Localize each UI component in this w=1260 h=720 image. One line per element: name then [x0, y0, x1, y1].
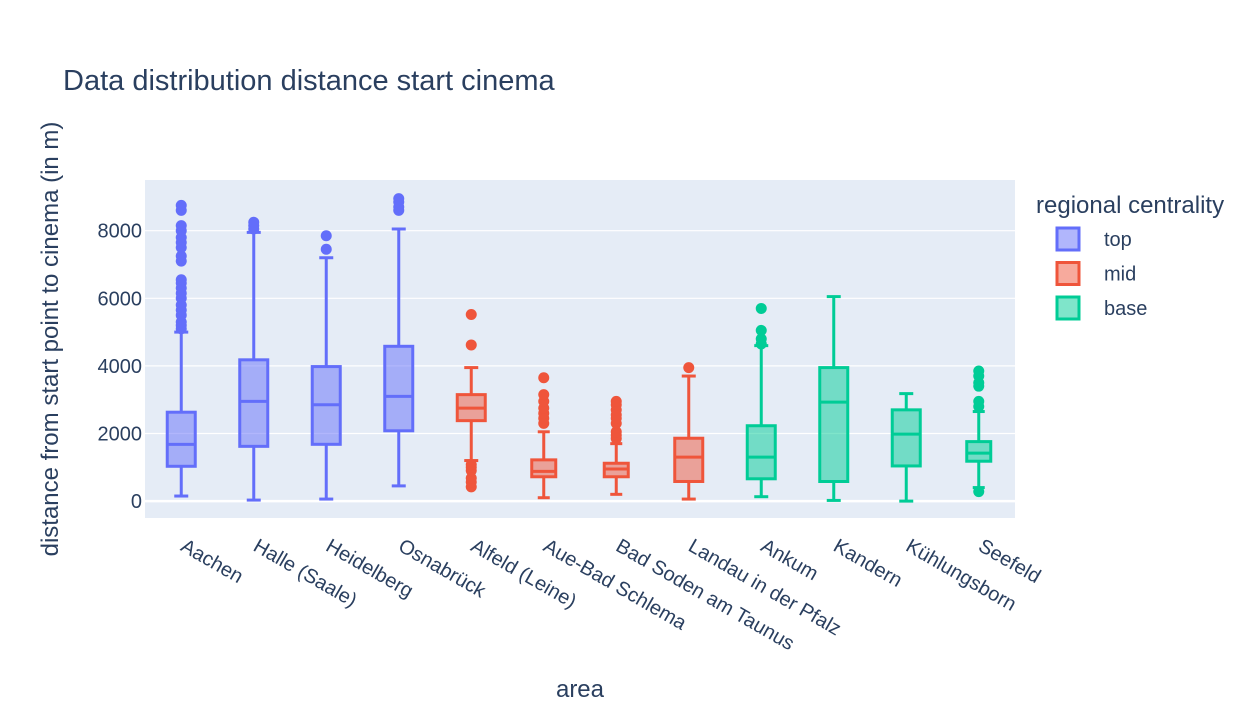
- y-axis-title: distance from start point to cinema (in …: [37, 122, 64, 557]
- legend-label: top: [1104, 229, 1132, 251]
- y-tick-label: 2000: [98, 424, 143, 446]
- y-tick-label: 8000: [98, 221, 143, 243]
- outlier-point: [320, 230, 332, 242]
- series-mid: [455, 309, 705, 501]
- x-axis-title: area: [556, 676, 605, 703]
- x-tick-label: Aachen: [177, 535, 247, 588]
- outlier-point: [755, 302, 767, 314]
- box-osnabr-ck: [383, 193, 415, 488]
- outlier-point: [248, 216, 260, 228]
- outlier-point: [973, 486, 985, 498]
- outlier-point: [755, 333, 767, 345]
- outlier-point: [465, 309, 477, 321]
- outlier-point: [320, 243, 332, 255]
- box-alfeld-leine-: [455, 309, 487, 493]
- box-bad-soden-am-taunus: [602, 395, 630, 496]
- outlier-point: [610, 395, 622, 407]
- legend-label: base: [1104, 298, 1147, 320]
- series-base: [745, 295, 993, 503]
- legend-item-base: base: [1055, 295, 1147, 321]
- y-tick-label: 0: [131, 491, 142, 513]
- iqr-box: [673, 436, 705, 483]
- outlier-point: [538, 372, 550, 384]
- box-halle-saale-: [238, 216, 270, 502]
- legend-swatch: [1055, 295, 1081, 321]
- plot-area: [145, 180, 1015, 518]
- outlier-point: [973, 395, 985, 407]
- y-tick-label: 6000: [98, 288, 143, 310]
- box-seefeld: [965, 365, 993, 498]
- outlier-point: [465, 459, 477, 471]
- outlier-point: [175, 199, 187, 211]
- outlier-point: [393, 193, 405, 205]
- iqr-box: [238, 358, 270, 448]
- outlier-point: [973, 365, 985, 377]
- box-heidelberg: [310, 230, 342, 501]
- legend: regional centrality top mid base: [1036, 192, 1224, 321]
- iqr-box: [965, 440, 993, 463]
- iqr-box: [165, 410, 197, 468]
- outlier-point: [175, 274, 187, 286]
- box-ankum: [745, 302, 777, 499]
- box-k-hlungsborn: [890, 392, 922, 503]
- x-axis-ticks: Aachen Halle (Saale)HeidelbergOsnabrückAl…: [177, 535, 1044, 655]
- legend-title: regional centrality: [1036, 192, 1224, 219]
- iqr-box: [818, 366, 850, 483]
- iqr-box: [383, 344, 415, 433]
- legend-item-mid: mid: [1055, 261, 1136, 286]
- box-aachen: [165, 199, 197, 498]
- y-tick-label: 4000: [98, 356, 143, 378]
- iqr-box: [530, 458, 558, 479]
- outlier-point: [610, 426, 622, 438]
- chart-title: Data distribution distance start cinema: [63, 65, 555, 97]
- iqr-box: [890, 408, 922, 468]
- legend-item-top: top: [1055, 226, 1132, 252]
- box-kandern: [818, 295, 850, 502]
- box-series: [165, 193, 993, 503]
- outlier-point: [755, 324, 767, 336]
- outlier-point: [175, 220, 187, 232]
- series-top: [165, 193, 415, 502]
- legend-swatch: [1055, 226, 1081, 252]
- legend-label: mid: [1104, 264, 1136, 286]
- outlier-point: [538, 389, 550, 401]
- outlier-point: [465, 339, 477, 351]
- gridlines: [145, 230, 1015, 503]
- y-axis-ticks: 0 2000 4000 6000 8000: [98, 221, 143, 513]
- legend-swatch: [1055, 261, 1081, 286]
- box-landau-in-der-pfalz: [673, 362, 705, 501]
- outlier-point: [175, 250, 187, 262]
- iqr-box: [745, 424, 777, 481]
- outlier-point: [683, 362, 695, 374]
- box-aue-bad-schlema: [530, 372, 558, 500]
- x-tick-label: Kandern: [829, 535, 905, 592]
